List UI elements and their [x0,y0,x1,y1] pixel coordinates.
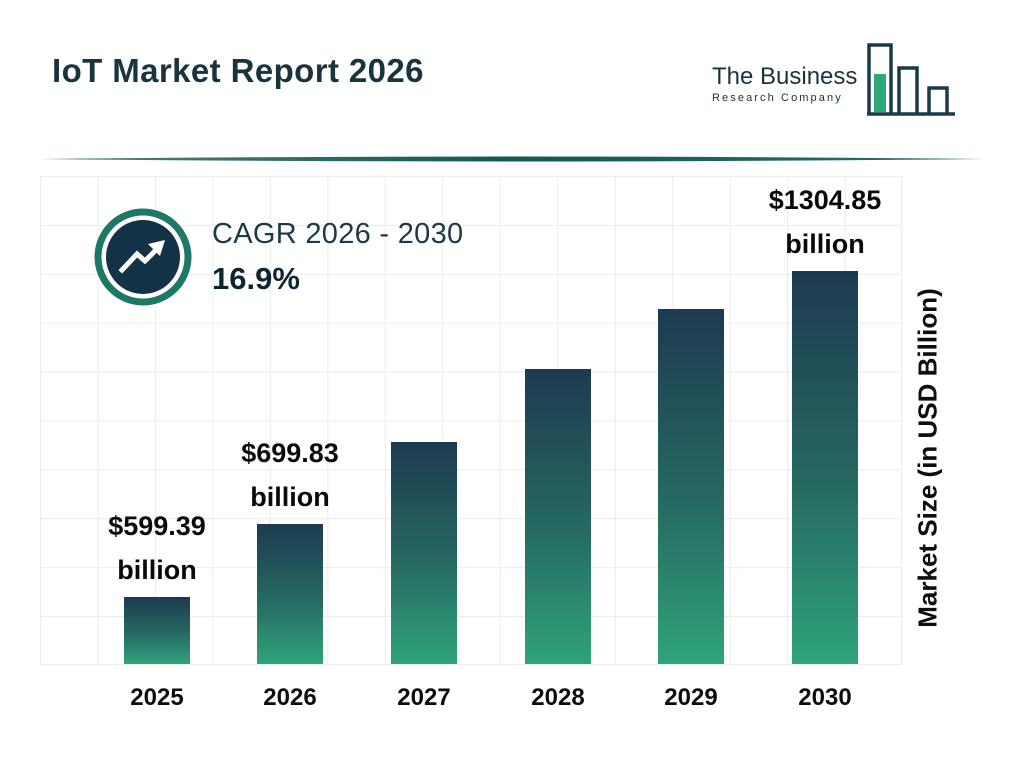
bar-column: 2028 [525,364,591,711]
bar-value-line1: $699.83 [241,438,339,468]
bar-value-label: $599.39 billion [108,504,206,592]
logo-name: The Business [712,63,858,90]
bar-value-line1: $599.39 [108,511,206,541]
bar-value-line2: billion [117,555,197,585]
x-axis-tick-label: 2028 [531,684,585,711]
bar [391,442,457,664]
cagr-value: 16.9% [212,261,300,296]
bar-column: $1304.85 billion 2030 [769,178,882,711]
bar-chart-logo-icon [863,40,957,125]
bar [658,309,724,664]
header-divider [40,151,985,162]
bar-column: 2027 [391,437,457,711]
bar-column: $699.83 billion 2026 [241,431,339,711]
bar-chart: $599.39 billion 2025 $699.83 billion 202… [40,176,902,711]
cagr-label: CAGR 2026 - 2030 [212,218,464,250]
cagr-badge [92,206,194,308]
bar-value-label: $1304.85 billion [769,178,882,266]
bar-value-line1: $1304.85 [768,185,882,215]
bar-value-line2: billion [785,229,865,259]
bar [792,271,858,664]
page-title: IoT Market Report 2026 [52,52,424,89]
cagr-text-block: CAGR 2026 - 2030 16.9% [212,218,463,297]
bar-column: 2029 [658,304,724,711]
company-logo-text: The Business Research Company [712,63,858,105]
bar [525,369,591,664]
x-axis-tick-label: 2029 [664,684,718,711]
x-axis-tick-label: 2026 [263,684,317,711]
x-axis-tick-label: 2027 [397,684,451,711]
x-axis-tick-label: 2025 [130,684,184,711]
bar [257,524,323,664]
logo-subtitle: Research Company [712,92,843,104]
bar-column: $599.39 billion 2025 [108,504,206,711]
trending-up-icon [118,240,165,274]
x-axis-tick-label: 2030 [798,684,852,711]
bar-value-line2: billion [250,482,330,512]
bar-value-label: $699.83 billion [241,431,339,519]
y-axis-label: Market Size (in USD Billion) [912,288,943,628]
bar [124,597,190,664]
company-logo: The Business Research Company [712,40,957,125]
